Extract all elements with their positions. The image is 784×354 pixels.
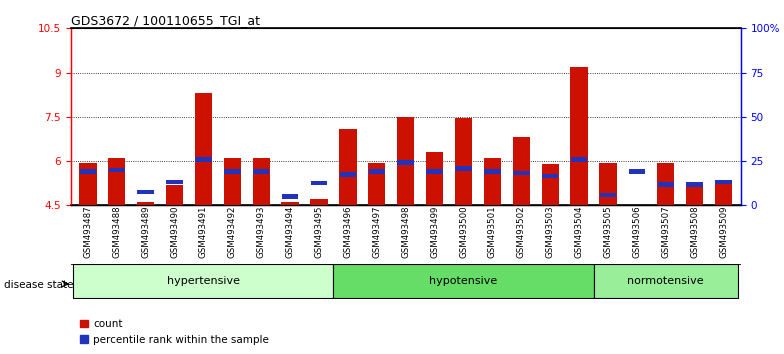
Bar [252,158,270,205]
Bar [600,193,616,197]
Bar [166,185,183,205]
Bar [79,162,96,205]
Bar [194,93,212,205]
Bar [281,202,299,205]
Bar [715,179,731,184]
Bar [542,164,559,205]
Bar [166,179,183,184]
Bar [658,182,674,187]
Text: GSM493489: GSM493489 [141,205,151,258]
Text: normotensive: normotensive [627,276,704,286]
Bar [571,158,587,162]
Bar [484,158,501,205]
Bar [195,158,212,162]
Bar [223,158,241,205]
Text: GSM493509: GSM493509 [719,205,728,258]
Bar [513,137,530,205]
Text: GSM493507: GSM493507 [661,205,670,258]
Bar [224,169,241,173]
Text: GSM493497: GSM493497 [372,205,381,258]
FancyBboxPatch shape [593,264,738,298]
Bar [282,194,299,199]
Bar [426,152,443,205]
Bar [137,202,154,205]
Text: GSM493490: GSM493490 [170,205,179,258]
Bar [397,117,415,205]
Bar [310,181,327,185]
Bar [253,169,270,173]
Bar [599,162,617,205]
Bar [571,67,588,205]
Bar [108,168,125,172]
Bar [397,160,414,165]
Bar [339,129,357,205]
Text: GSM493491: GSM493491 [199,205,208,258]
Text: GSM493502: GSM493502 [517,205,526,258]
Text: GSM493494: GSM493494 [285,205,295,258]
FancyBboxPatch shape [333,264,593,298]
Bar [368,162,386,205]
Bar [368,169,385,173]
Bar [687,182,703,187]
Text: GSM493503: GSM493503 [546,205,555,258]
Text: GSM493500: GSM493500 [459,205,468,258]
Text: GSM493505: GSM493505 [604,205,612,258]
Text: GSM493493: GSM493493 [256,205,266,258]
Text: GDS3672 / 100110655_TGI_at: GDS3672 / 100110655_TGI_at [71,14,260,27]
Bar [542,173,558,178]
Text: hypertensive: hypertensive [167,276,240,286]
Text: GSM493506: GSM493506 [633,205,641,258]
Bar [426,169,443,173]
Bar [137,190,154,194]
Text: GSM493499: GSM493499 [430,205,439,258]
Bar [108,158,125,205]
Text: GSM493504: GSM493504 [575,205,583,258]
Bar [310,199,328,205]
Bar [715,182,732,205]
Text: GSM493496: GSM493496 [343,205,353,258]
Bar [629,169,645,173]
Bar [513,171,529,175]
Text: GSM493498: GSM493498 [401,205,410,258]
Bar [686,185,703,205]
FancyBboxPatch shape [74,264,333,298]
Bar [80,169,96,173]
Text: disease state: disease state [4,280,74,290]
Text: GSM493501: GSM493501 [488,205,497,258]
Text: GSM493488: GSM493488 [112,205,122,258]
Text: GSM493508: GSM493508 [690,205,699,258]
Bar [657,162,674,205]
Bar [339,172,356,177]
Text: GSM493492: GSM493492 [228,205,237,258]
Text: hypotensive: hypotensive [430,276,498,286]
Bar [485,169,501,173]
Legend: count, percentile rank within the sample: count, percentile rank within the sample [76,315,274,349]
Bar [455,118,472,205]
Bar [456,166,472,171]
Text: GSM493495: GSM493495 [314,205,324,258]
Text: GSM493487: GSM493487 [83,205,93,258]
